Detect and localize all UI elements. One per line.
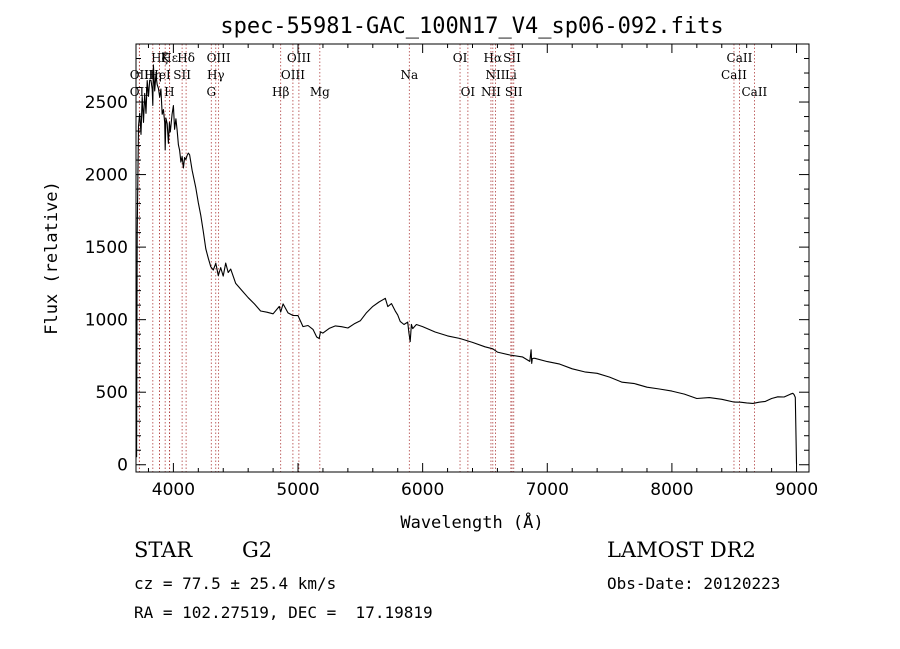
- y-tick-label: 2000: [85, 166, 128, 186]
- chart-title: spec-55981-GAC_100N17_V4_sp06-092.fits: [220, 14, 723, 39]
- x-tick-label: 6000: [401, 480, 444, 500]
- coordinates: RA = 102.27519, DEC = 17.19819: [134, 603, 433, 622]
- survey-name: LAMOST DR2: [607, 538, 756, 562]
- y-axis-label: Flux (relative): [42, 181, 62, 335]
- y-tick-label: 1500: [85, 238, 128, 258]
- spectral-line-label: Hγ: [207, 68, 225, 82]
- x-tick-label: 4000: [152, 480, 195, 500]
- spectral-line-label: NII: [485, 68, 505, 82]
- x-tick-label: 5000: [276, 480, 319, 500]
- spectral-line-label: OI: [453, 51, 468, 65]
- object-type: STAR: [134, 538, 193, 562]
- plot-frame: [135, 43, 810, 473]
- x-tick-label: 7000: [526, 480, 569, 500]
- x-tick-label: 8000: [650, 480, 693, 500]
- y-tick-label: 1000: [85, 311, 128, 331]
- spectral-line-label: CaII: [727, 51, 753, 65]
- spectral-line-label: Hα: [484, 51, 503, 65]
- spectral-line-label: SII: [503, 51, 521, 65]
- spectral-line-label: OI: [461, 85, 476, 99]
- spectral-line-label: Hδ: [177, 51, 195, 65]
- spectral-line-label: OIII: [207, 51, 231, 65]
- spectral-line-label: HeI: [148, 68, 171, 82]
- spectral-line-label: OII: [130, 68, 150, 82]
- spectral-line-label: OIII: [287, 51, 311, 65]
- spectral-line-label: K: [161, 51, 171, 65]
- x-axis-ticks: 4000 5000 6000 7000 8000 9000: [147, 44, 818, 500]
- y-tick-label: 500: [96, 383, 128, 403]
- spectral-line-label: Hβ: [272, 85, 289, 99]
- spectrum-series-line: [135, 64, 798, 464]
- spectral-line-label: CaII: [721, 68, 747, 82]
- spectral-line-label: SII: [173, 68, 191, 82]
- y-tick-label: 0: [117, 456, 128, 476]
- redshift-readout: cz = 77.5 ± 25.4 km/s: [134, 574, 337, 593]
- spectral-line-label: G: [206, 85, 216, 99]
- y-tick-label: 2500: [85, 93, 128, 113]
- y-axis-ticks: 0 500 1000 1500 2000 2500: [85, 58, 809, 476]
- spectral-line-label: Na: [400, 68, 418, 82]
- spectral-line-label: SII: [505, 85, 523, 99]
- spectral-line-label: Li: [505, 68, 517, 82]
- x-tick-label: 9000: [775, 480, 818, 500]
- obs-date: Obs-Date: 20120223: [607, 574, 781, 593]
- spectral-line-label: CaII: [741, 85, 767, 99]
- x-axis-label: Wavelength (Å): [400, 511, 543, 533]
- spectral-line-label: OIII: [281, 68, 305, 82]
- spectral-line-label: Mg: [310, 85, 330, 99]
- spectral-line-label: H: [164, 85, 174, 99]
- spectral-line-label: NII: [481, 85, 501, 99]
- spectral-subclass: G2: [242, 538, 273, 562]
